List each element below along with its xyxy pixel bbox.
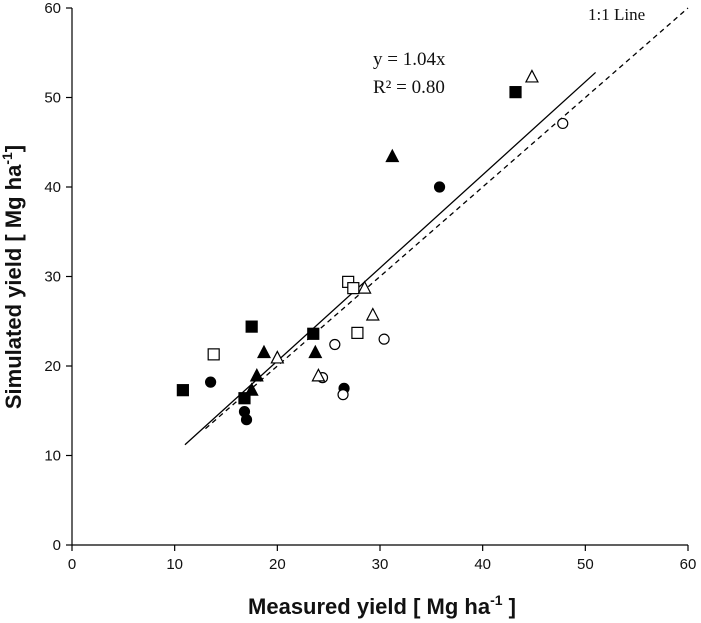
filled-square-point xyxy=(509,86,522,99)
y-tick-label: 60 xyxy=(44,0,61,17)
x-tick-label: 40 xyxy=(474,556,491,573)
filled-circle-point xyxy=(240,414,253,426)
open-circle-point xyxy=(557,117,569,130)
y-tick-label: 50 xyxy=(44,90,61,107)
x-tick-label: 10 xyxy=(166,556,183,573)
open-circle-point xyxy=(378,333,390,345)
filled-triangle-point xyxy=(249,368,264,382)
filled-square-point xyxy=(238,392,251,405)
x-tick-label: 0 xyxy=(68,556,76,573)
one-to-one-line xyxy=(205,7,689,430)
fit-lines xyxy=(184,7,689,446)
open-triangle-point xyxy=(357,280,372,294)
r2-label: R² = 0.80 xyxy=(373,77,445,98)
x-tick-label: 30 xyxy=(372,556,389,573)
x-tick-label: 60 xyxy=(680,556,697,573)
open-square-point xyxy=(347,282,360,295)
data-points xyxy=(176,69,569,426)
x-tick-label: 50 xyxy=(577,556,594,573)
y-axis-title: Simulated yield [ Mg ha-1] xyxy=(0,145,26,409)
open-triangle-point xyxy=(524,69,539,83)
open-circle-point xyxy=(329,338,341,351)
filled-square-point xyxy=(307,327,320,340)
y-tick-label: 0 xyxy=(53,537,61,554)
open-square-point xyxy=(351,326,364,339)
x-axis-title: Measured yield [ Mg ha-1 ] xyxy=(248,592,516,619)
open-square-point xyxy=(207,348,220,361)
filled-square-point xyxy=(176,384,189,397)
open-triangle-point xyxy=(365,307,380,321)
filled-triangle-point xyxy=(385,148,400,163)
open-triangle-point xyxy=(311,368,326,382)
axis-ticks: 0 10 20 30 40 50 60 0 10 20 30 40 50 60 xyxy=(44,0,696,573)
y-tick-label: 20 xyxy=(44,358,61,375)
filled-circle-point xyxy=(433,181,446,193)
x-tick-label: 20 xyxy=(269,556,286,573)
filled-square-point xyxy=(245,320,258,333)
filled-circle-point xyxy=(205,376,217,388)
open-triangle-point xyxy=(270,350,285,364)
filled-triangle-point xyxy=(308,344,323,359)
filled-triangle-point xyxy=(256,344,271,359)
open-circle-point xyxy=(337,389,349,401)
y-tick-label: 10 xyxy=(44,448,61,465)
equation-label: y = 1.04x xyxy=(373,49,446,70)
y-tick-label: 30 xyxy=(44,269,61,286)
regression-line xyxy=(184,71,597,446)
one-to-one-label: 1:1 Line xyxy=(588,5,645,24)
y-tick-label: 40 xyxy=(44,179,61,196)
filled-triangle-point xyxy=(244,382,259,396)
